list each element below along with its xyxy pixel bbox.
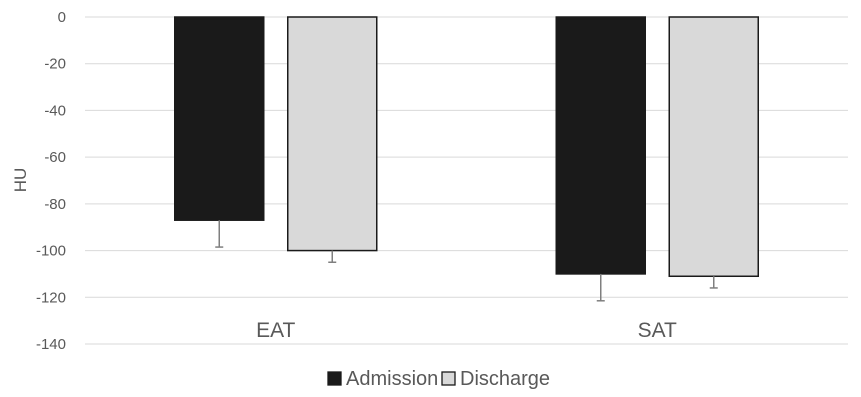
y-tick-label: -80 [44,196,66,213]
y-tick-label: -120 [36,289,66,306]
y-tick-label: -60 [44,149,66,166]
legend-label-admission: Admission [346,368,438,390]
x-axis-categories: EAT SAT [256,319,677,342]
legend: Admission Discharge [327,368,550,390]
bar-discharge-eat [287,16,378,252]
legend-swatch-discharge [441,371,456,386]
bar-discharge-sat [668,16,759,278]
legend-swatch-admission [327,371,342,386]
y-tick-label: -40 [44,102,66,119]
y-tick-label: 0 [58,9,66,26]
legend-label-discharge: Discharge [460,368,550,390]
y-axis-title: HU [11,168,30,193]
bars [174,16,759,278]
x-category-label: SAT [638,319,677,342]
bar-admission-eat [174,16,265,221]
y-tick-label: -20 [44,56,66,73]
y-tick-label: -100 [36,243,66,260]
y-axis-ticks: 0 -20 -40 -60 -80 -100 -120 -140 [36,9,66,353]
bar-admission-sat [555,16,646,275]
error-bars [215,220,718,302]
x-category-label: EAT [256,319,295,342]
y-tick-label: -140 [36,336,66,353]
